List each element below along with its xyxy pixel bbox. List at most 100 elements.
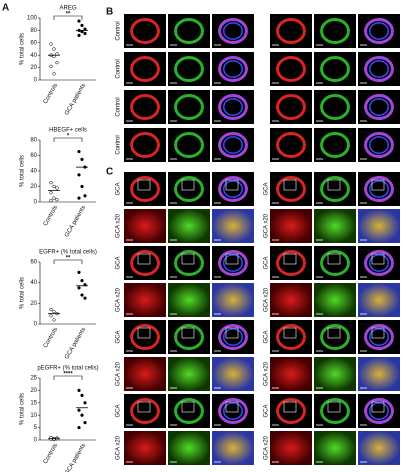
chart-title: HBEGF+ cells: [49, 128, 87, 134]
y-tick-label: 80: [30, 138, 37, 144]
zoom-box: [371, 327, 385, 339]
artery-lumen: [369, 328, 389, 346]
micrograph-texture: [270, 431, 312, 465]
data-point: [49, 42, 53, 46]
channel-label: Merge: [214, 395, 226, 400]
channel-label: EGFR: [170, 91, 181, 96]
row-label: GCA: [116, 182, 122, 195]
artery-ring: [320, 323, 350, 351]
artery-ring: [276, 93, 306, 121]
data-point: [77, 33, 81, 38]
micrograph-texture: [314, 357, 356, 391]
artery-ring: [320, 93, 350, 121]
artery-ring: [130, 131, 160, 159]
row-label: GCA x20: [264, 435, 270, 460]
artery-ring: [276, 17, 306, 45]
artery-ring: [364, 397, 394, 425]
artery-ring: [218, 131, 248, 159]
data-point: [52, 72, 56, 76]
artery-ring: [130, 55, 160, 83]
artery-ring: [364, 17, 394, 45]
micrograph-texture: [270, 357, 312, 391]
data-point: [77, 19, 81, 23]
data-point: [55, 186, 59, 190]
artery-ring: [130, 397, 160, 425]
artery-ring: [320, 397, 350, 425]
panel-label: C: [106, 167, 113, 178]
artery-ring: [364, 131, 394, 159]
y-axis-label: % total cells: [20, 277, 26, 309]
row-label: GCA x20: [264, 361, 270, 386]
data-point: [52, 437, 56, 441]
data-point: [49, 198, 53, 203]
data-point: [77, 149, 81, 154]
artery-lumen: [223, 98, 243, 116]
data-point: [80, 278, 84, 283]
micrograph-texture: [124, 283, 166, 317]
row-label: GCA: [264, 404, 270, 417]
artery-lumen: [369, 180, 389, 198]
data-point: [77, 425, 81, 430]
row-label: Control: [116, 97, 122, 116]
data-point: [77, 196, 81, 200]
micrograph-texture: [314, 209, 356, 243]
zoom-box: [283, 179, 297, 191]
y-tick-label: 0: [34, 322, 38, 328]
channel-label: CD68: [126, 321, 137, 326]
zoom-box: [283, 327, 297, 339]
channel-label: CD68: [272, 247, 283, 252]
artery-ring: [130, 93, 160, 121]
row-label: GCA: [264, 182, 270, 195]
channel-label: CD68: [272, 173, 283, 178]
zoom-box: [371, 401, 385, 413]
row-label: GCA: [116, 256, 122, 269]
micrograph-texture: [168, 357, 210, 391]
row-label: GCA x20: [116, 361, 122, 386]
channel-label: EGFR: [316, 91, 327, 96]
y-tick-label: 40: [30, 169, 37, 175]
artery-ring: [320, 55, 350, 83]
zoom-box: [137, 327, 151, 339]
channel-label: Merge: [360, 395, 372, 400]
zoom-box: [181, 179, 195, 191]
micrograph-texture: [314, 283, 356, 317]
panel-label: B: [106, 7, 113, 18]
data-point: [52, 47, 56, 51]
row-label: GCA x20: [116, 287, 122, 312]
artery-ring: [320, 175, 350, 203]
zoom-box: [283, 401, 297, 413]
zoom-box: [225, 401, 239, 413]
data-point: [80, 393, 84, 398]
data-point: [52, 318, 56, 322]
data-point: [77, 270, 81, 274]
channel-label: CD68: [126, 129, 137, 134]
channel-label: Merge: [214, 247, 226, 252]
data-point: [83, 296, 87, 300]
y-tick-label: 40: [30, 280, 37, 286]
channel-label: HBEGF: [316, 53, 330, 58]
data-point: [77, 408, 81, 412]
y-tick-label: 80: [30, 28, 37, 34]
significance: ****: [63, 372, 73, 378]
y-axis-label: % total cells: [20, 393, 26, 425]
data-point: [49, 307, 53, 312]
channel-label: Merge: [214, 53, 226, 58]
artery-ring: [130, 17, 160, 45]
micrograph-texture: [124, 209, 166, 243]
x-tick-label: GCA patients: [64, 83, 87, 117]
row-label: GCA x20: [264, 287, 270, 312]
channel-label: Merge: [360, 15, 372, 20]
micrograph-texture: [124, 431, 166, 465]
artery-ring: [218, 17, 248, 45]
micrograph-texture: [212, 357, 254, 391]
micrograph-texture: [124, 357, 166, 391]
x-tick-label: GCA patients: [64, 443, 87, 472]
channel-label: pEGFR: [170, 129, 183, 134]
y-tick-label: 10: [30, 413, 37, 419]
y-tick-label: 100: [27, 16, 38, 22]
data-point: [80, 184, 84, 189]
row-label: Control: [116, 21, 122, 40]
zoom-box: [181, 327, 195, 339]
zoom-box: [181, 401, 195, 413]
y-tick-label: 0: [34, 438, 38, 444]
